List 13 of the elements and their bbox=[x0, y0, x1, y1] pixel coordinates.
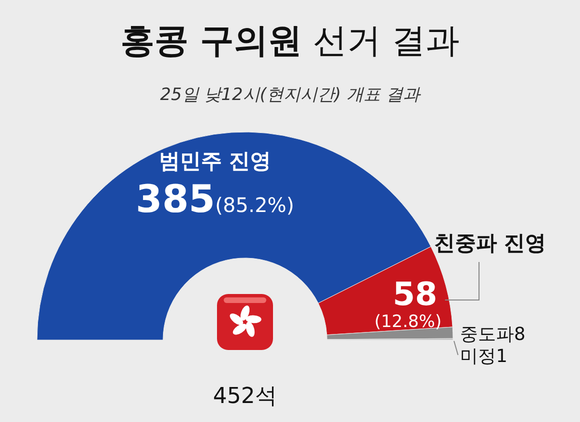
data-label: 8 bbox=[514, 324, 526, 345]
text: (12.8%) bbox=[374, 312, 442, 332]
slice-label: 친중파 진영 bbox=[434, 231, 546, 255]
text: (85.2%) bbox=[215, 193, 294, 217]
data-label: 385 bbox=[136, 177, 216, 221]
data-label: 58 bbox=[392, 275, 438, 313]
text: 452석 bbox=[213, 384, 277, 409]
data-label: 1 bbox=[496, 346, 508, 367]
chart-title: 홍콩 구의원 선거 결과 bbox=[120, 21, 460, 61]
chart-subtitle: 25일 낮12시(현지시간) 개표 결과 bbox=[160, 85, 421, 105]
slice-label: 중도파 bbox=[460, 324, 514, 345]
slice-label: 미정 bbox=[460, 346, 496, 367]
slice-label: 범민주 진영 bbox=[158, 149, 272, 173]
